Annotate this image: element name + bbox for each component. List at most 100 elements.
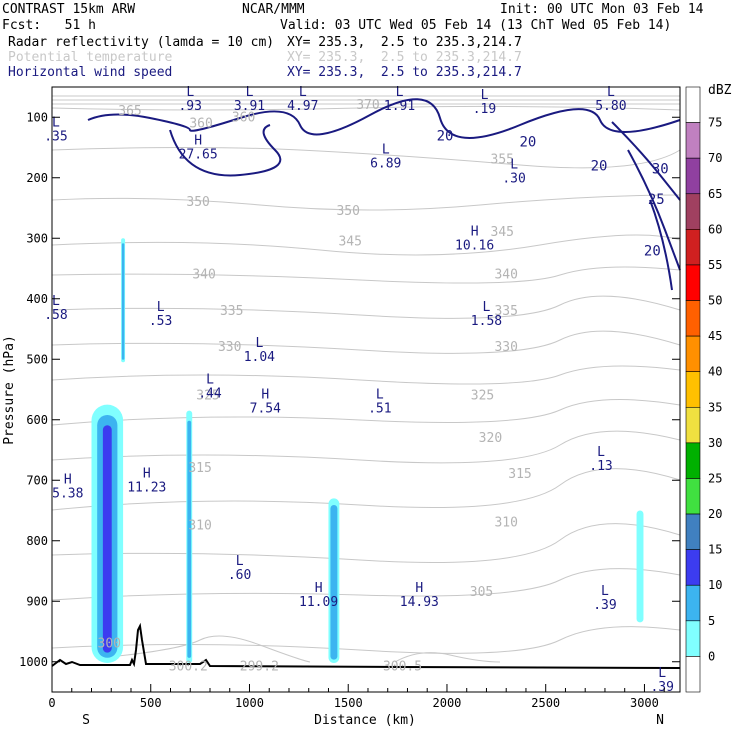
colorbar-label-15: 0 [708,649,715,663]
extremum-type-21: L [236,554,244,569]
theta-label-20: 310 [188,519,211,534]
extremum-type-19: H [64,472,72,487]
y-tick-label-7: 800 [26,534,48,548]
y-tick-label-4: 500 [26,352,48,366]
wind-label-3: 30 [652,162,669,178]
theta-label-1: 360 [189,116,212,131]
extremum-type-4: L [396,85,404,100]
theta-label-13: 330 [218,340,241,355]
colorbar-label-7: 40 [708,365,722,379]
wind-label-2: 20 [591,159,608,175]
colorbar-label-9: 30 [708,436,722,450]
extremum-value-20: 11.23 [127,480,166,495]
colorbar-label-1: 70 [708,151,722,165]
field3-xy: XY= 235.3, 2.5 to 235.3,214.7 [287,65,522,80]
x-tick-label-0: 0 [48,696,55,710]
extremum-type-16: H [261,388,269,403]
plot-frame [51,86,681,693]
theta-label-23: 300 [98,637,121,652]
wind-label-0: 20 [437,128,454,144]
extremum-value-9: .30 [502,172,525,187]
theta-label-15: 325 [196,389,219,404]
theta-label-24: 300.2 [169,660,208,675]
colorbar-label-3: 60 [708,222,722,236]
theta-label-4: 355 [491,153,514,168]
y-tick-label-0: 100 [26,110,48,124]
wind-contours [87,98,681,291]
colorbar-swatch-10 [685,442,701,479]
extremum-value-11: .58 [44,308,67,323]
theta-label-8: 345 [491,225,514,240]
extremum-type-15: L [206,372,214,387]
theta-label-17: 320 [479,431,502,446]
extremum-type-1: L [186,85,194,100]
x-tick-label-2: 1000 [235,696,264,710]
colorbar-label-13: 10 [708,578,722,592]
extremum-value-21: .60 [228,568,251,583]
y-axis-title: Pressure (hPa) [2,335,17,445]
reflectivity-cell-2-10dbz [187,420,192,658]
extremum-value-22: 11.09 [299,595,338,610]
colorbar-label-8: 35 [708,400,722,414]
extremum-type-6: L [607,85,615,100]
x-tick-label-6: 3000 [630,696,659,710]
extremum-value-15: .44 [198,386,222,401]
extremum-type-7: H [194,134,202,149]
colorbar-swatch-6 [685,300,701,337]
model-title: CONTRAST 15km ARW [2,2,136,17]
init-time: Init: 00 UTC Mon 03 Feb 14 [500,2,704,17]
extremum-value-12: .53 [149,314,172,329]
extremum-type-0: L [52,115,60,130]
x-tick-label-5: 2500 [531,696,560,710]
extremum-value-16: 7.54 [250,402,281,417]
colorbar-unit: dBZ [708,83,732,98]
extremum-type-8: L [382,143,390,158]
theta-label-14: 330 [494,340,517,355]
extremum-value-19: 5.38 [52,486,83,501]
reflectivity-layer [91,238,644,663]
y-tick-label-2: 300 [26,231,48,245]
extremum-type-14: L [255,336,263,351]
colorbar-swatch-11 [685,478,701,515]
extremum-value-24: .39 [593,598,616,613]
theta-label-12: 335 [494,304,517,319]
extremum-type-9: L [510,158,518,173]
extremum-value-13: 1.58 [471,314,502,329]
theta-label-7: 345 [338,234,361,249]
x-tick-label-1: 500 [140,696,162,710]
field2-name: Potential temperature [8,50,173,65]
theta-label-26: 300.5 [383,660,422,675]
colorbar-swatch-14 [685,584,701,622]
colorbar-swatch-3 [685,193,701,230]
wind-label-5: 20 [644,243,661,259]
theta-label-25: 299.2 [240,660,279,675]
y-tick-label-5: 600 [26,413,48,427]
extremum-value-10: 10.16 [455,238,494,253]
reflectivity-cell-1-15dbz [102,425,112,653]
x-end-right-label: N [656,713,664,728]
terrain-line [51,622,681,669]
extremum-type-22: H [315,581,323,596]
x-tick-label-3: 1500 [334,696,363,710]
colorbar-label-10: 25 [708,471,722,485]
reflectivity-cell-3-10dbz [330,504,338,660]
colorbar-swatch-8 [685,371,701,408]
extremum-value-18: .13 [589,459,612,474]
colorbar-swatch-16 [685,656,701,693]
colorbar-swatch-1 [685,122,701,159]
extremum-value-8: 6.89 [370,157,401,172]
extremum-value-0: .35 [44,129,67,144]
field2-xy: XY= 235.3, 2.5 to 235.3,214.7 [287,50,522,65]
colorbar-swatch-4 [685,229,701,266]
theta-label-21: 310 [494,516,517,531]
extremum-value-14: 1.04 [244,350,275,365]
colorbar-swatch-5 [685,264,701,301]
theta-label-16: 325 [471,389,494,404]
theta-label-6: 350 [336,204,359,219]
extremum-type-11: L [52,294,60,309]
theta-label-10: 340 [494,268,517,283]
org-label: NCAR/MMM [242,2,305,17]
y-tick-label-3: 400 [26,292,48,306]
field1-xy: XY= 235.3, 2.5 to 235.3,214.7 [287,35,522,50]
